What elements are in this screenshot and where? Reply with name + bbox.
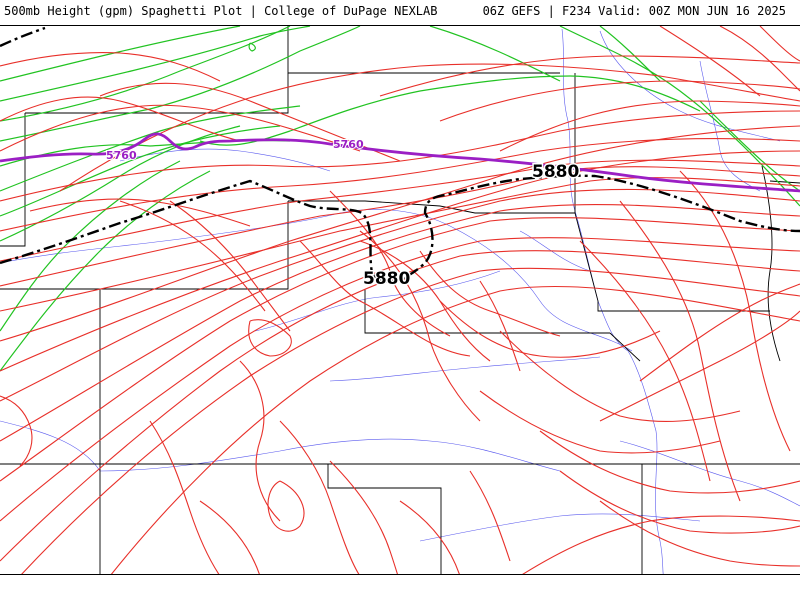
wisconsin-river	[699, 60, 761, 192]
border-ia-mo	[609, 332, 641, 362]
contour-label-5760-west: 5760	[106, 149, 137, 162]
border-wi-mi	[769, 180, 800, 184]
missouri-river	[0, 209, 633, 352]
contour-label-5880-east: 5880	[532, 162, 579, 182]
mean-contour-5880	[0, 174, 800, 283]
border-wy-south	[0, 201, 289, 290]
header-title-left: 500mb Height (gpm) Spaghetti Plot | Coll…	[4, 4, 438, 18]
border-lake-michigan	[761, 165, 781, 362]
contour-label-5760-east: 5760	[333, 138, 364, 151]
red-river	[419, 513, 701, 542]
mean-contour-5880-nw	[0, 26, 46, 48]
arkansas-river	[99, 438, 561, 472]
contour-label-5880-west: 5880	[363, 269, 410, 289]
border-tx	[327, 464, 442, 574]
river-nw	[119, 148, 331, 172]
kansas-river	[329, 356, 601, 382]
rivers	[0, 28, 800, 574]
river-ne-tributary	[599, 30, 781, 142]
mississippi-river	[561, 28, 664, 574]
mean-contour-5760	[0, 132, 800, 193]
border-mn-ia	[574, 73, 770, 312]
platte-river	[254, 270, 501, 332]
header-title-right: 06Z GEFS | F234 Valid: 00Z MON JUN 16 20…	[482, 4, 786, 18]
map-panel: 5880 5880 5760 5760	[0, 25, 800, 575]
members-5760	[0, 26, 800, 372]
border-wy-north	[25, 73, 289, 114]
spaghetti-map: 5880 5880 5760 5760	[0, 26, 800, 574]
river-se	[619, 440, 800, 507]
river-sw	[0, 420, 101, 472]
members-5880	[0, 26, 800, 574]
